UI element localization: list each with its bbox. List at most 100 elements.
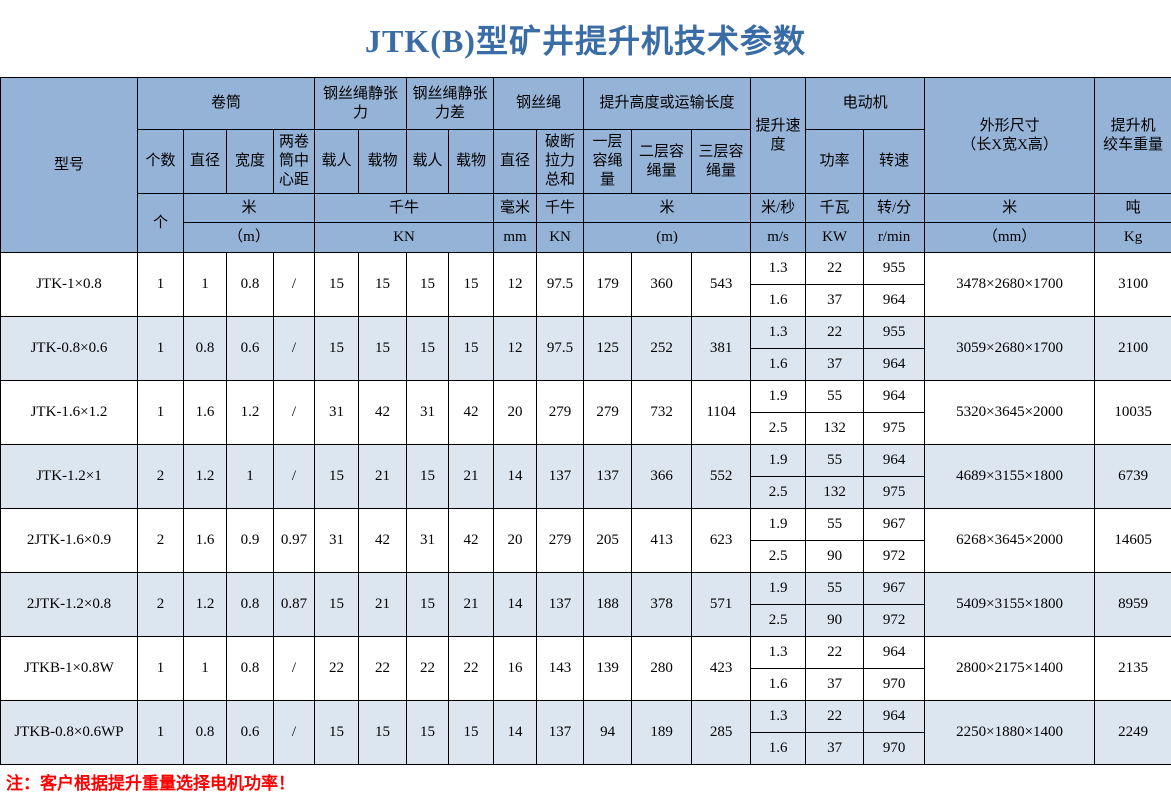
cell-diff-cargo: 21 <box>449 573 494 637</box>
cell-speed: 1.6 <box>751 349 806 381</box>
cell-power: 37 <box>806 733 864 765</box>
cell-rpm: 964 <box>864 445 925 477</box>
cell-breaking-sum: 279 <box>537 509 584 573</box>
cell-power: 132 <box>806 477 864 509</box>
cell-breaking-sum: 143 <box>537 637 584 701</box>
header-cargo2: 载物 <box>449 130 494 194</box>
cell-static-cargo: 42 <box>359 509 407 573</box>
cell-layer1: 188 <box>584 573 632 637</box>
cell-diff-cargo: 21 <box>449 445 494 509</box>
cell-rpm: 967 <box>864 573 925 605</box>
cell-diff-person: 31 <box>407 381 449 445</box>
cell-width: 0.8 <box>227 253 274 317</box>
cell-dimensions: 2800×2175×1400 <box>925 637 1095 701</box>
cell-layer2: 366 <box>632 445 692 509</box>
unit-meter3: 米 <box>925 194 1095 223</box>
cell-diff-cargo: 42 <box>449 509 494 573</box>
unit-meter: 米 <box>184 194 315 223</box>
cell-layer3: 571 <box>692 573 751 637</box>
cell-weight: 3100 <box>1095 253 1171 317</box>
cell-center-distance: 0.87 <box>274 573 315 637</box>
cell-layer1: 125 <box>584 317 632 381</box>
header-lift-speed: 提升速度 <box>751 78 806 194</box>
cell-weight: 6739 <box>1095 445 1171 509</box>
unit-kw: 千瓦 <box>806 194 864 223</box>
unit-row-cn: 个 米 千牛 毫米 千牛 米 米/秒 千瓦 转/分 米 吨 <box>1 194 1171 223</box>
unit-ms: m/s <box>751 223 806 253</box>
header-person2: 载人 <box>407 130 449 194</box>
header-lift-height: 提升高度或运输长度 <box>584 78 751 130</box>
cell-layer3: 623 <box>692 509 751 573</box>
cell-model: JTK-0.8×0.6 <box>1 317 138 381</box>
cell-speed: 1.6 <box>751 733 806 765</box>
cell-center-distance: / <box>274 381 315 445</box>
footnote: 注：客户根据提升重量选择电机功率！ <box>0 765 1171 797</box>
cell-layer2: 732 <box>632 381 692 445</box>
cell-width: 0.8 <box>227 637 274 701</box>
cell-speed: 1.6 <box>751 285 806 317</box>
cell-speed: 1.3 <box>751 317 806 349</box>
header-group-row: 型号 卷筒 钢丝绳静张力 钢丝绳静张力差 钢丝绳 提升高度或运输长度 提升速度 … <box>1 78 1171 130</box>
cell-diameter: 0.8 <box>184 701 227 765</box>
cell-breaking-sum: 137 <box>537 701 584 765</box>
cell-rpm: 955 <box>864 317 925 349</box>
cell-layer1: 279 <box>584 381 632 445</box>
cell-model: 2JTK-1.2×0.8 <box>1 573 138 637</box>
cell-weight: 2100 <box>1095 317 1171 381</box>
cell-diff-cargo: 15 <box>449 253 494 317</box>
cell-center-distance: / <box>274 445 315 509</box>
cell-rpm: 964 <box>864 285 925 317</box>
header-person1: 载人 <box>315 130 359 194</box>
cell-speed: 1.3 <box>751 637 806 669</box>
cell-weight: 14605 <box>1095 509 1171 573</box>
cell-diameter: 1.6 <box>184 381 227 445</box>
cell-diameter: 1.2 <box>184 445 227 509</box>
cell-power: 90 <box>806 541 864 573</box>
header-model: 型号 <box>1 78 138 253</box>
cell-speed: 2.5 <box>751 541 806 573</box>
header-drum: 卷筒 <box>138 78 315 130</box>
cell-center-distance: / <box>274 701 315 765</box>
cell-rope-diameter: 12 <box>494 253 537 317</box>
cell-layer2: 413 <box>632 509 692 573</box>
cell-diff-person: 15 <box>407 445 449 509</box>
cell-power: 55 <box>806 381 864 413</box>
cell-count: 2 <box>138 573 184 637</box>
cell-static-person: 15 <box>315 445 359 509</box>
cell-static-person: 15 <box>315 253 359 317</box>
table-row: JTKB-1×0.8W 1 1 0.8 / 22 22 22 22 16 143… <box>1 637 1171 669</box>
cell-layer2: 378 <box>632 573 692 637</box>
cell-layer3: 285 <box>692 701 751 765</box>
header-diameter: 直径 <box>184 130 227 194</box>
cell-power: 55 <box>806 445 864 477</box>
table-row: JTK-1×0.8 1 1 0.8 / 15 15 15 15 12 97.5 … <box>1 253 1171 285</box>
cell-width: 1.2 <box>227 381 274 445</box>
cell-power: 55 <box>806 509 864 541</box>
cell-rpm: 967 <box>864 509 925 541</box>
header-breaking-sum: 破断拉力总和 <box>537 130 584 194</box>
cell-rpm: 955 <box>864 253 925 285</box>
unit-meter2: 米 <box>584 194 751 223</box>
cell-diff-person: 15 <box>407 317 449 381</box>
header-power: 功率 <box>806 130 864 194</box>
cell-power: 37 <box>806 285 864 317</box>
cell-speed: 2.5 <box>751 413 806 445</box>
unit-kn2: 千牛 <box>537 194 584 223</box>
cell-diff-person: 22 <box>407 637 449 701</box>
cell-rope-diameter: 14 <box>494 445 537 509</box>
cell-static-person: 15 <box>315 701 359 765</box>
header-center-distance: 两卷筒中心距 <box>274 130 315 194</box>
cell-dimensions: 4689×3155×1800 <box>925 445 1095 509</box>
cell-layer3: 543 <box>692 253 751 317</box>
cell-layer3: 552 <box>692 445 751 509</box>
cell-speed: 1.9 <box>751 445 806 477</box>
cell-speed: 2.5 <box>751 477 806 509</box>
cell-static-person: 31 <box>315 381 359 445</box>
cell-speed: 1.3 <box>751 253 806 285</box>
cell-static-cargo: 21 <box>359 573 407 637</box>
table-row: JTK-0.8×0.6 1 0.8 0.6 / 15 15 15 15 12 9… <box>1 317 1171 349</box>
unit-mm2: （mm） <box>925 223 1095 253</box>
cell-power: 22 <box>806 317 864 349</box>
header-count: 个数 <box>138 130 184 194</box>
header-rpm: 转速 <box>864 130 925 194</box>
